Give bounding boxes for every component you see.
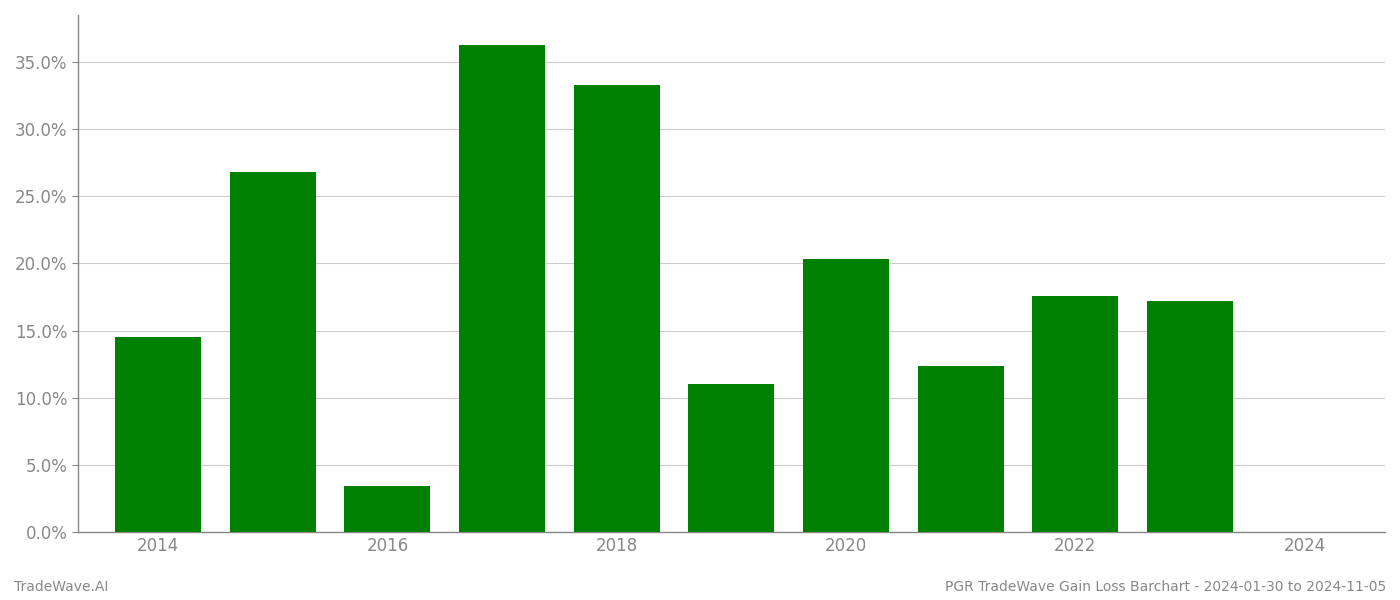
Bar — [230, 172, 316, 532]
Bar — [459, 44, 545, 532]
Text: PGR TradeWave Gain Loss Barchart - 2024-01-30 to 2024-11-05: PGR TradeWave Gain Loss Barchart - 2024-… — [945, 580, 1386, 594]
Bar — [1147, 301, 1233, 532]
Bar — [1032, 296, 1119, 532]
Bar — [918, 365, 1004, 532]
Bar — [804, 259, 889, 532]
Bar — [344, 487, 430, 532]
Bar — [689, 385, 774, 532]
Text: TradeWave.AI: TradeWave.AI — [14, 580, 108, 594]
Bar — [574, 85, 659, 532]
Bar — [115, 337, 202, 532]
